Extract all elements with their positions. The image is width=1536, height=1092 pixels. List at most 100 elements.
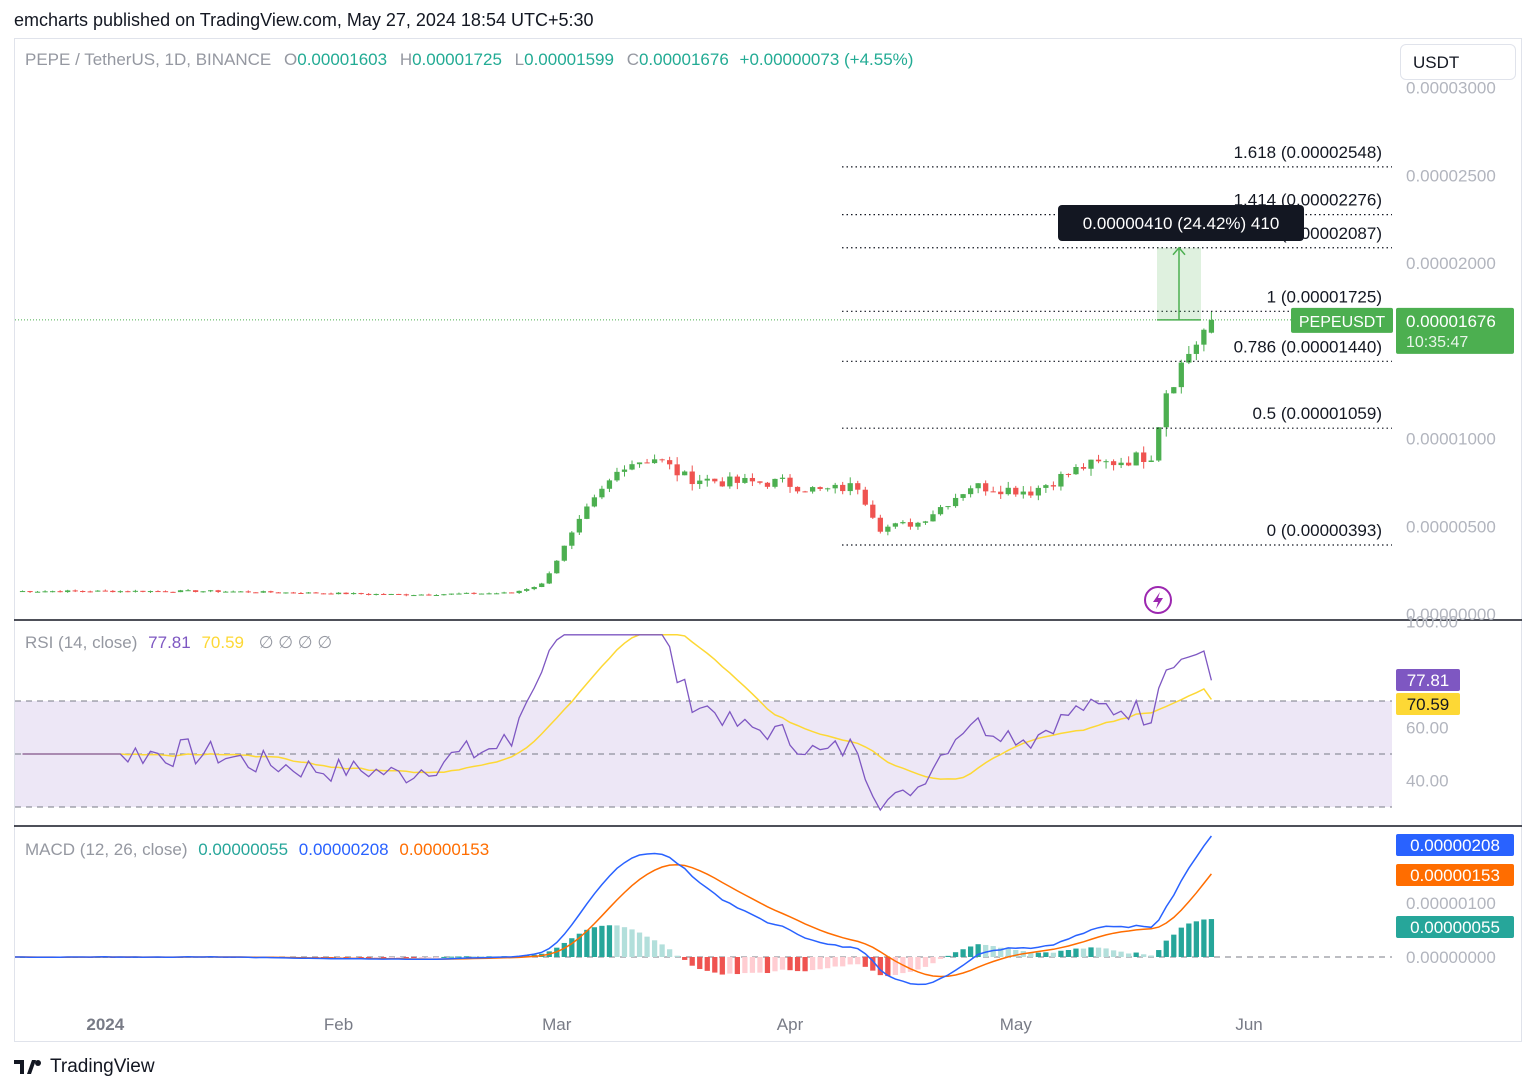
- candle-body: [147, 591, 154, 593]
- candle-body: [922, 521, 929, 523]
- candle-body: [704, 478, 710, 481]
- macd-hist-bar: [1208, 919, 1215, 957]
- time-axis-label: Apr: [777, 1015, 804, 1034]
- candle-body: [734, 476, 740, 483]
- macd-hist-bar: [779, 957, 786, 970]
- candle-body: [1186, 353, 1192, 363]
- candle-body: [825, 488, 831, 490]
- candle-body: [155, 591, 161, 593]
- macd-hist-bar: [636, 932, 643, 957]
- price-axis-label: 0.00002000: [1406, 254, 1496, 273]
- candle-body: [960, 494, 966, 498]
- candle-body: [840, 484, 846, 492]
- macd-hist-bar: [870, 957, 876, 971]
- macd-hist-bar: [787, 957, 793, 971]
- candle-body: [892, 523, 899, 527]
- candle-body: [809, 487, 816, 492]
- measure-arrowhead: [1172, 246, 1186, 256]
- macd-hist-bar: [1156, 950, 1162, 957]
- macd-hist-bar: [1080, 948, 1087, 957]
- candle-body: [621, 469, 628, 472]
- macd-hist-bar: [403, 957, 409, 958]
- macd-hist-bar: [1133, 952, 1139, 957]
- publisher-caption: emcharts published on TradingView.com, M…: [14, 10, 594, 30]
- candle-body: [230, 591, 236, 593]
- macd-hist-bar: [591, 927, 598, 957]
- macd-axis-label: 0.00000000: [1406, 948, 1496, 967]
- candle-body: [418, 594, 424, 596]
- lightning-event-icon: [1144, 586, 1172, 614]
- macd-hist-bar: [937, 957, 944, 959]
- candle-body: [945, 506, 951, 508]
- fib-level-label: 1.414 (0.00002276): [1234, 191, 1382, 210]
- rsi-ma-value: 70.59: [201, 633, 244, 652]
- candle-body: [546, 573, 552, 584]
- macd-hist-bar: [606, 925, 613, 957]
- candlesticks: [19, 311, 1215, 597]
- candle-body: [591, 497, 598, 507]
- macd-hist-bar: [772, 957, 778, 972]
- candle-body: [1020, 491, 1026, 495]
- candle-body: [998, 491, 1004, 495]
- macd-line: [15, 835, 1212, 986]
- candle-body: [757, 481, 763, 483]
- candle-body: [900, 522, 906, 524]
- candle-body: [870, 504, 876, 518]
- macd-hist-bar: [1028, 952, 1034, 957]
- candle-body: [373, 593, 379, 595]
- candle-body: [802, 491, 808, 493]
- rsi-line: [22, 634, 1213, 812]
- macd-hist-bar: [922, 957, 929, 967]
- macd-hist-bar: [862, 957, 868, 967]
- candle-body: [441, 594, 447, 596]
- macd-signal-tag: 0.00000153: [1410, 866, 1500, 885]
- candle-body: [606, 480, 613, 489]
- candle-body: [516, 590, 522, 594]
- rsi-ma-tag-bg: [1396, 693, 1460, 715]
- candle-body: [493, 593, 500, 595]
- candle-body: [1028, 491, 1034, 496]
- close-value: 0.00001676: [638, 50, 729, 69]
- candle-body: [95, 590, 101, 592]
- candle-body: [49, 591, 56, 593]
- rsi-label[interactable]: RSI (14, close): [25, 633, 138, 652]
- candle-body: [42, 591, 48, 593]
- macd-label[interactable]: MACD (12, 26, close): [25, 840, 188, 859]
- macd-hist-bar: [1065, 950, 1072, 957]
- candle-body: [125, 591, 131, 593]
- candle-body: [192, 590, 199, 592]
- macd-hist-bar: [930, 957, 936, 964]
- candle-body: [855, 483, 861, 490]
- macd-hist-bar: [448, 956, 455, 958]
- currency-selector[interactable]: USDT: [1400, 44, 1516, 80]
- tradingview-logo[interactable]: TradingView: [14, 1056, 155, 1078]
- candle-body: [1156, 427, 1162, 461]
- candle-body: [253, 592, 259, 594]
- candle-body: [742, 477, 748, 483]
- tradingview-logo-icon: [14, 1060, 41, 1074]
- macd-hist-bar: [712, 957, 718, 973]
- candle-body: [629, 464, 635, 470]
- macd-hist-bar: [1103, 948, 1109, 957]
- macd-hist-bar: [682, 957, 688, 960]
- candle-body: [185, 590, 191, 592]
- candle-body: [335, 592, 342, 595]
- candle-body: [140, 590, 146, 592]
- fib-level-label: 1.618 (0.00002548): [1234, 143, 1382, 162]
- candle-body: [290, 592, 297, 594]
- macd-hist-bar: [825, 957, 831, 969]
- candle-body: [65, 590, 71, 593]
- candle-body: [1193, 344, 1199, 354]
- macd-hist-bar: [945, 955, 951, 957]
- candle-body: [651, 459, 658, 464]
- macd-hist-bar: [471, 956, 477, 958]
- price-axis-label: 0.00002500: [1406, 166, 1496, 185]
- symbol-label[interactable]: PEPE / TetherUS, 1D, BINANCE: [25, 50, 272, 69]
- candle-body: [102, 590, 108, 592]
- time-axis-label: Mar: [542, 1015, 572, 1034]
- macd-hist-bar: [734, 957, 740, 975]
- candle-body: [162, 591, 169, 593]
- macd-hist-bar: [960, 949, 966, 957]
- last-price-tag-text: 0.00001676: [1406, 312, 1496, 331]
